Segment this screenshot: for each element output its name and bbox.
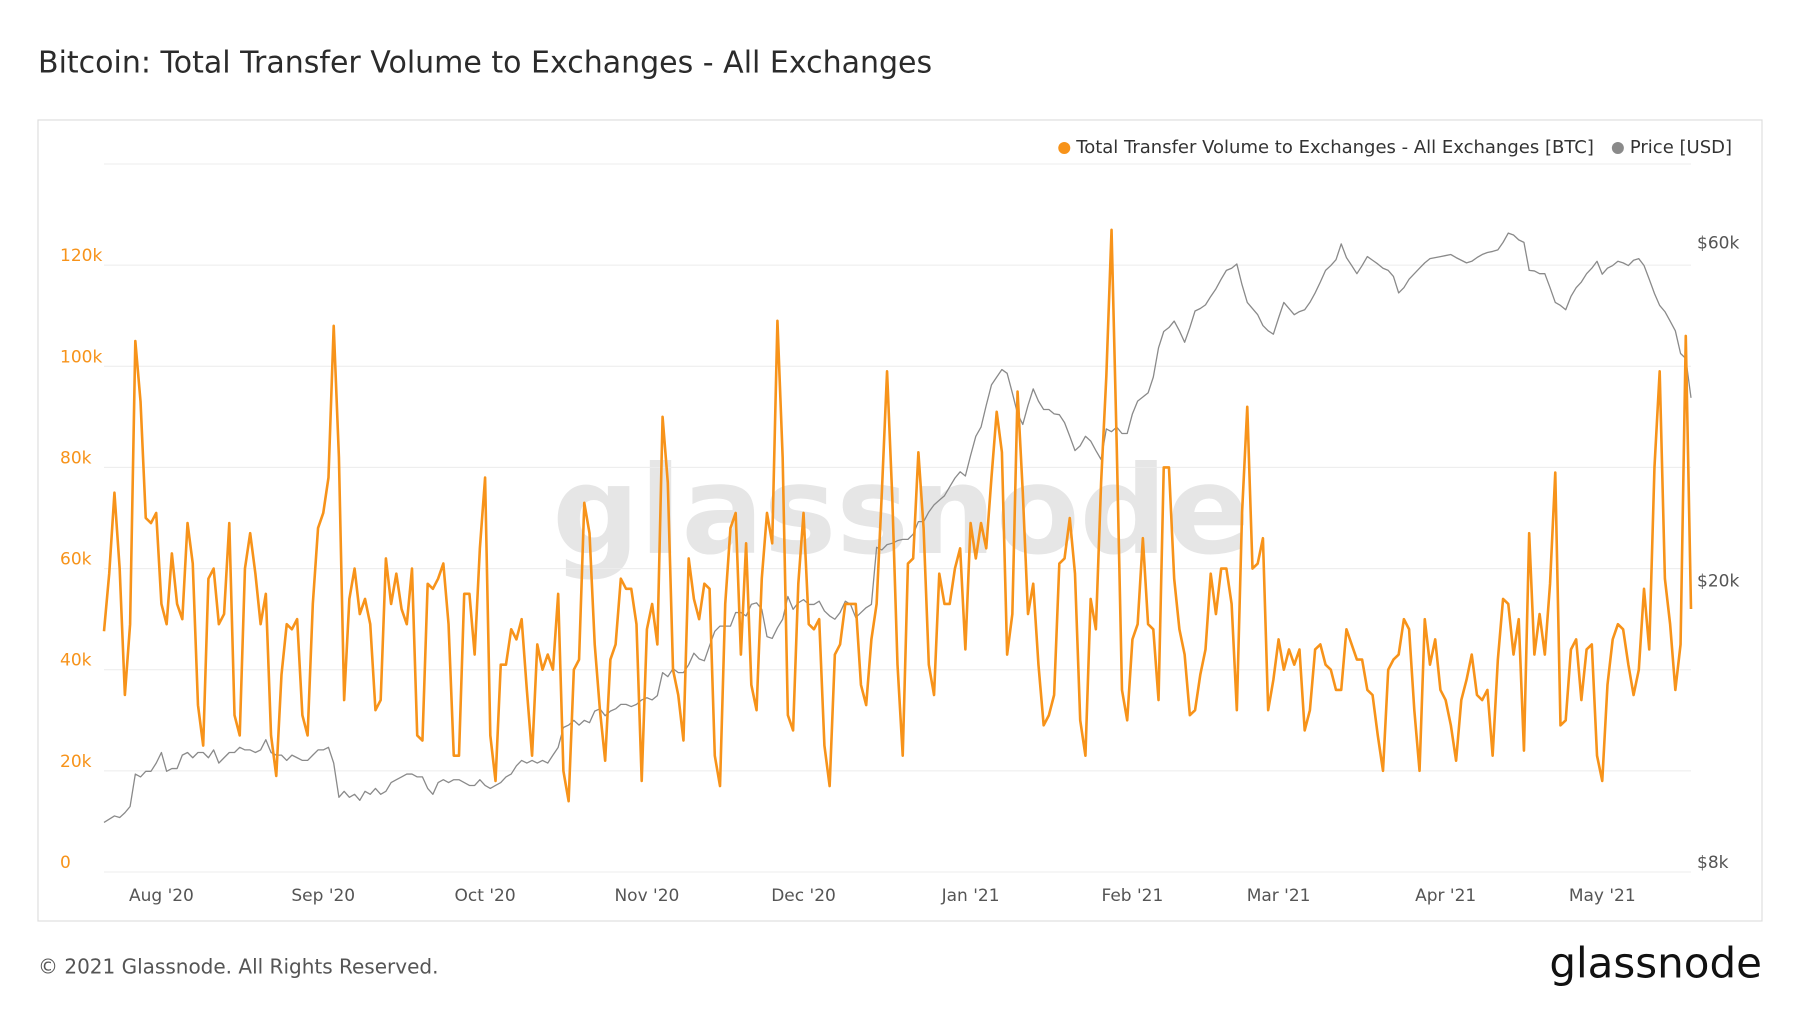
legend-marker [1058, 142, 1071, 154]
y-tick-label: 60k [60, 550, 92, 570]
series-line [102, 228, 1693, 803]
x-tick-label: Mar '21 [1247, 886, 1311, 906]
x-tick-label: Dec '20 [771, 886, 836, 906]
x-tick-label: Sep '20 [291, 886, 355, 906]
y-tick-label: 40k [60, 651, 92, 671]
logo: glassnode [1549, 939, 1762, 988]
y-tick-label: 0 [60, 853, 71, 873]
x-tick-label: May '21 [1569, 886, 1636, 906]
plot-frame [37, 119, 1763, 922]
series-line [103, 232, 1692, 823]
x-tick-label: Nov '20 [614, 886, 679, 906]
legend-marker [1611, 142, 1624, 154]
y2-tick-label: $20k [1697, 571, 1739, 591]
chart-title: Bitcoin: Total Transfer Volume to Exchan… [38, 46, 932, 81]
x-tick-label: Aug '20 [129, 886, 194, 906]
y-tick-label: 80k [60, 448, 92, 468]
y2-tick-label: $60k [1697, 233, 1739, 253]
legend-label: Total Transfer Volume to Exchanges - All… [1075, 137, 1594, 158]
x-tick-label: Feb '21 [1102, 886, 1164, 906]
x-tick-label: Jan '21 [941, 886, 1000, 906]
x-tick-label: Apr '21 [1415, 886, 1476, 906]
footer: © 2021 Glassnode. All Rights Reserved. [38, 955, 438, 979]
y-tick-label: 20k [60, 752, 92, 772]
y2-tick-label: $8k [1697, 853, 1729, 873]
y-tick-label: 120k [60, 246, 102, 266]
y-tick-label: 100k [60, 347, 102, 367]
legend-label: Price [USD] [1630, 137, 1732, 158]
x-tick-label: Oct '20 [455, 886, 516, 906]
